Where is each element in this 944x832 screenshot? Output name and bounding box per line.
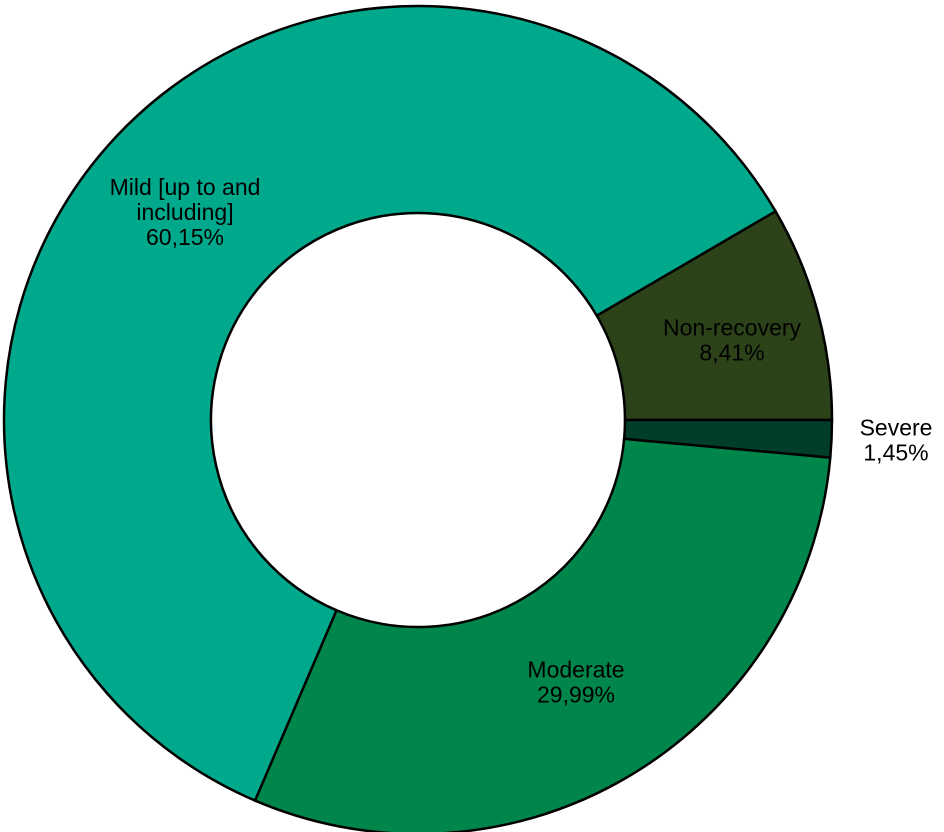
slice-label-mild-up-to-and-including: Mild [up to and including] 60,15%	[110, 174, 261, 250]
slice-value-label: 60,15%	[146, 224, 224, 250]
slice-name-label: including]	[136, 199, 233, 225]
slice-name-label: Severe	[860, 415, 933, 441]
slice-value-label: 1,45%	[863, 440, 928, 466]
slice-value-label: 8,41%	[699, 340, 764, 366]
slice-value-label: 29,99%	[537, 682, 615, 708]
slices-layer	[2, 4, 834, 832]
slice-name-label: Non-recovery	[663, 315, 802, 341]
slice-name-label: Mild [up to and	[110, 174, 261, 200]
slice-label-moderate: Moderate 29,99%	[527, 657, 624, 708]
labels-layer: Non-recovery 8,41% Severe 1,45% Moderate 29,9…	[110, 174, 933, 708]
slice-label-non-recovery: Non-recovery 8,41%	[663, 315, 802, 366]
slice-moderate	[253, 437, 832, 832]
slice-label-severe: Severe 1,45%	[860, 415, 933, 466]
slice-name-label: Moderate	[527, 657, 624, 683]
slice-mild-up-to-and-including	[2, 4, 778, 803]
